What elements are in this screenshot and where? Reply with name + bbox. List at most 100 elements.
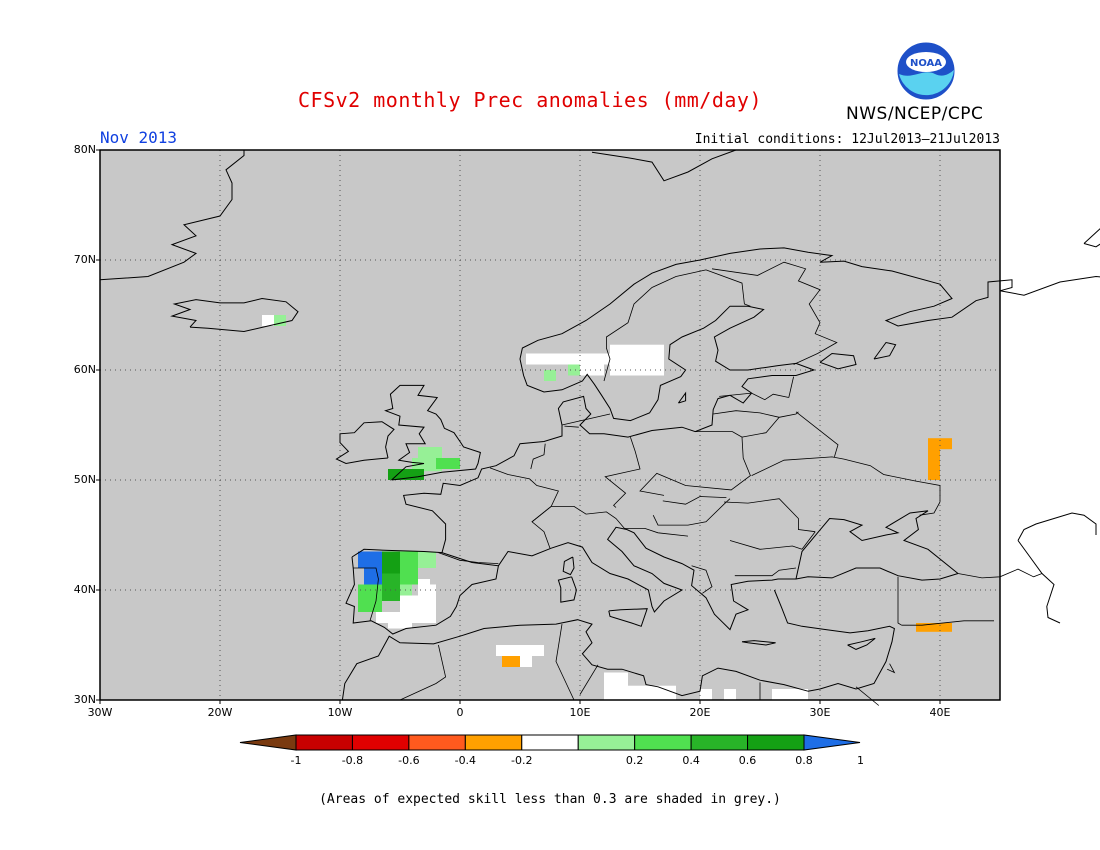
anomaly-cell	[388, 469, 424, 480]
country-border	[530, 443, 546, 470]
coastline	[557, 576, 577, 603]
coastline	[773, 589, 895, 692]
anomaly-cell	[274, 315, 286, 326]
anomaly-cell	[382, 573, 400, 601]
anomaly-cell	[400, 595, 436, 623]
country-border	[723, 498, 816, 533]
map-frame	[99, 149, 1001, 701]
anomaly-cell	[928, 447, 940, 480]
country-border	[751, 456, 941, 502]
anomaly-cell	[412, 458, 442, 472]
country-border	[489, 467, 559, 549]
country-border	[399, 644, 447, 701]
anomaly-cell	[604, 672, 628, 700]
lat-tick-label: 50N	[73, 473, 96, 486]
month-label: Nov 2013	[100, 128, 178, 147]
coastline	[608, 608, 648, 627]
lon-tick-label: 0	[456, 706, 464, 719]
coastline	[497, 526, 959, 631]
coastline	[1083, 228, 1100, 248]
colorbar-box	[634, 734, 692, 751]
anomaly-cell	[700, 689, 712, 700]
anomaly-cell	[376, 612, 400, 623]
anomaly-cell	[544, 370, 556, 381]
country-border	[603, 269, 707, 382]
country-border	[662, 496, 727, 505]
colorbar-label: 1	[857, 754, 864, 767]
country-border	[957, 568, 1043, 579]
anomaly-cell	[628, 685, 676, 700]
colorbar-label: -0.8	[342, 754, 363, 767]
coastline	[345, 548, 499, 635]
coastline	[170, 297, 299, 333]
country-border	[855, 686, 880, 706]
anomaly-cell	[430, 584, 436, 601]
anomaly-cell	[916, 623, 952, 632]
lon-tick-label: 30E	[809, 706, 831, 719]
country-border	[887, 663, 896, 674]
colorbar-label: 0.8	[795, 754, 813, 767]
lat-tick-label: 40N	[73, 583, 96, 596]
anomaly-cell	[580, 364, 604, 376]
anomaly-cell	[388, 623, 412, 629]
lon-tick-label: 10W	[327, 706, 353, 719]
coastline	[341, 619, 809, 701]
coastline	[795, 510, 959, 580]
country-border	[652, 498, 731, 526]
country-border	[734, 567, 797, 577]
lon-tick-label: 30W	[87, 706, 113, 719]
coastline	[384, 384, 481, 481]
anomaly-cell	[418, 579, 430, 596]
country-border	[788, 376, 794, 398]
anomaly-cell	[568, 364, 580, 376]
anomaly-cell	[772, 689, 808, 700]
colorbar-box	[351, 734, 410, 751]
colorbar-label: -1	[291, 754, 302, 767]
initial-conditions: Initial conditions: 12Jul2013–21Jul2013	[694, 132, 1000, 147]
lon-tick-label: 40E	[929, 706, 951, 719]
country-border	[561, 413, 611, 426]
country-border	[555, 624, 575, 701]
colorbar-high-arrow	[803, 734, 861, 751]
skill-footnote: (Areas of expected skill less than 0.3 a…	[319, 792, 781, 807]
anomaly-cell	[610, 344, 664, 376]
country-border	[711, 261, 838, 365]
coastline	[335, 421, 395, 465]
colorbar-label: 0.6	[739, 754, 757, 767]
country-border	[713, 410, 780, 418]
country-border	[795, 411, 839, 458]
lon-tick-label: 20W	[207, 706, 233, 719]
country-border	[801, 531, 816, 550]
anomaly-cell	[436, 458, 460, 469]
colorbar-label: 0.2	[626, 754, 644, 767]
country-border	[564, 425, 579, 428]
anomaly-cell	[544, 353, 610, 365]
colorbar-label: -0.6	[398, 754, 419, 767]
noaa-logo-text: NOAA	[910, 58, 942, 69]
anomaly-cell	[358, 551, 382, 568]
lat-tick-label: 60N	[73, 363, 96, 376]
coastline	[99, 150, 245, 281]
anomaly-cell	[520, 656, 532, 667]
anomaly-cell	[502, 656, 520, 667]
colorbar-box	[577, 734, 636, 751]
country-border	[705, 269, 751, 307]
country-border	[741, 411, 799, 438]
country-border	[729, 540, 803, 550]
anomaly-cell	[364, 568, 382, 585]
country-border	[719, 392, 789, 401]
map-background	[100, 150, 1000, 700]
anomaly-cell	[496, 645, 544, 656]
anomaly-cell	[400, 584, 412, 596]
map-title: CFSv2 monthly Prec anomalies (mm/day)	[297, 88, 763, 112]
coastline	[1017, 540, 1061, 624]
country-border	[897, 576, 902, 626]
anomaly-cell	[928, 438, 952, 450]
colorbar-box	[408, 734, 466, 751]
colorbar-label: -0.4	[455, 754, 476, 767]
agency-label: NWS/NCEP/CPC	[846, 104, 984, 124]
country-border	[919, 501, 941, 516]
country-border	[353, 567, 379, 621]
coastline	[819, 352, 857, 370]
colorbar-box	[464, 734, 523, 751]
